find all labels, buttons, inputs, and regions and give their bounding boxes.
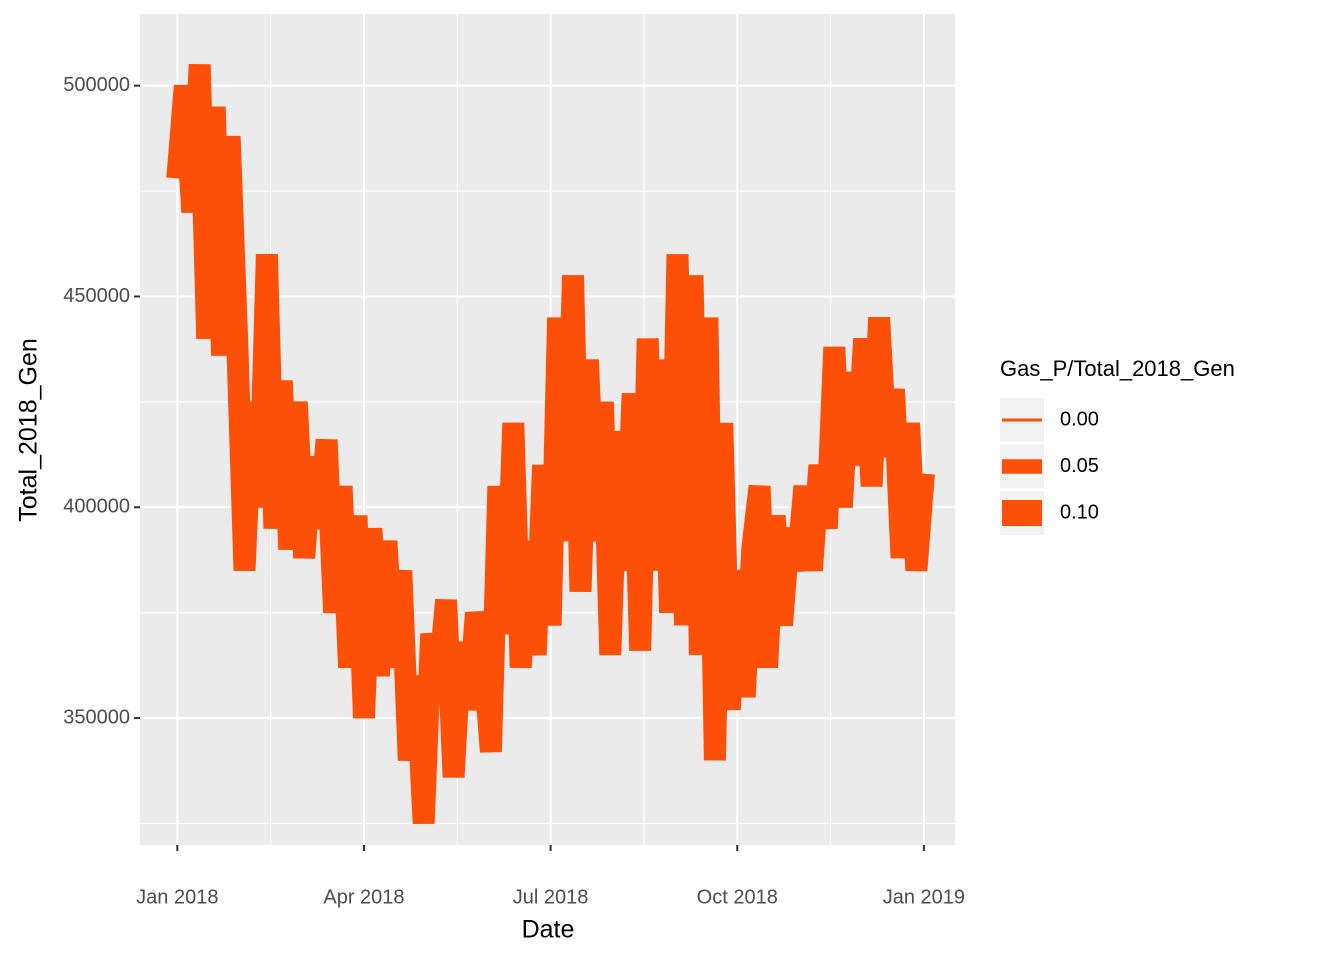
marks (166, 64, 935, 825)
y-tick-label: 450000 (63, 285, 130, 307)
y-axis-title: Total_2018_Gen (15, 338, 43, 521)
legend-label: 0.10 (1060, 501, 1099, 523)
x-tick-label: Oct 2018 (697, 886, 778, 908)
legend-label: 0.05 (1060, 455, 1099, 477)
line (166, 64, 935, 825)
y-tick-label: 350000 (63, 706, 130, 728)
x-tick-label: Jul 2018 (513, 886, 589, 908)
legend: 0.00 0.05 0.10 (1000, 398, 1099, 535)
legend-title: Gas_P/Total_2018_Gen (1000, 356, 1235, 381)
x-tick-label: Jan 2018 (136, 886, 218, 908)
x-axis-title: Date (522, 916, 575, 944)
x-tick-label: Apr 2018 (323, 886, 404, 908)
x-tick-label: Jan 2019 (883, 886, 965, 908)
legend-label: 0.00 (1060, 408, 1099, 430)
y-tick-label: 400000 (63, 496, 130, 518)
y-tick-label: 500000 (63, 74, 130, 96)
